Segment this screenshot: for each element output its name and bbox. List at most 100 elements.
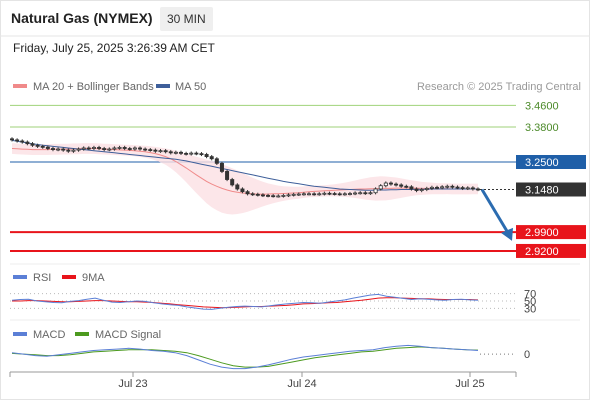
- candle-body: [50, 148, 55, 151]
- candle-body: [337, 193, 342, 196]
- candle-body: [470, 187, 475, 190]
- chart-datetime: Friday, July 25, 2025 3:26:39 AM CET: [13, 41, 215, 55]
- macd-legend-swatch: [13, 332, 27, 336]
- candle-body: [219, 162, 224, 172]
- time-axis-ticks: Jul 23 Jul 24 Jul 25: [118, 372, 485, 390]
- level-label-bg-3.2500: [516, 155, 586, 169]
- candle-body: [240, 188, 245, 193]
- rsi-level-label-30: 30: [524, 303, 536, 315]
- candle-body: [440, 186, 445, 189]
- candle-body: [209, 156, 214, 160]
- rsi-ma-legend-label: 9MA: [82, 272, 105, 284]
- forecast-arrow-shaft: [480, 188, 510, 234]
- candle-body: [97, 147, 102, 149]
- candle-body: [158, 150, 163, 153]
- level-label-bg-3.1480: [516, 182, 586, 197]
- timeframe-badge[interactable]: 30 MIN: [160, 7, 213, 31]
- candle-body: [435, 186, 440, 189]
- candle-body: [153, 149, 158, 152]
- rsi-legend-label: RSI: [33, 272, 51, 284]
- candle-body: [312, 193, 317, 196]
- candle-body: [132, 147, 137, 150]
- level-label-bg-2.9200: [516, 243, 586, 258]
- candle-body: [184, 152, 189, 155]
- candle-body: [45, 146, 50, 149]
- candle-body: [260, 194, 265, 197]
- candle-body: [429, 186, 434, 189]
- candle-body: [317, 193, 322, 196]
- instrument-title: Natural Gas (NYMEX): [11, 10, 153, 26]
- candle-body: [460, 187, 465, 190]
- candle-body: [189, 152, 194, 155]
- level-label-2.9200: 2.9200: [525, 246, 559, 258]
- candle-body: [414, 188, 419, 191]
- candle-body: [122, 147, 127, 149]
- candle-body: [173, 151, 178, 154]
- candle-body: [266, 195, 271, 197]
- candle-body: [15, 139, 20, 142]
- candle-body: [117, 147, 122, 149]
- candle-body: [465, 187, 470, 190]
- candle-body: [307, 193, 312, 196]
- candle-body: [373, 188, 378, 194]
- candle-body: [199, 153, 204, 156]
- rsi-ma-legend-swatch: [62, 275, 76, 279]
- rsi-line: [11, 293, 479, 310]
- time-tick-label-0: Jul 23: [118, 378, 147, 390]
- candle-body: [419, 189, 424, 191]
- ma50-line: [11, 139, 478, 191]
- candle-body: [276, 195, 281, 198]
- candle-body: [358, 192, 363, 195]
- candle-body: [230, 179, 235, 186]
- candle-body: [102, 148, 107, 151]
- candle-body: [409, 186, 414, 190]
- candle-body: [127, 148, 132, 150]
- time-tick-label-1: Jul 24: [287, 378, 316, 390]
- candle-body: [301, 193, 306, 196]
- candle-body: [35, 144, 40, 147]
- candle-body: [66, 149, 71, 152]
- candle-body: [347, 193, 352, 195]
- candle-body: [178, 151, 183, 154]
- candle-body: [204, 154, 209, 158]
- candle-body: [86, 147, 91, 150]
- candle-body: [378, 185, 383, 190]
- ma50-legend-label: MA 50: [175, 81, 206, 93]
- forecast-arrow: [480, 188, 513, 241]
- candle-body: [56, 148, 61, 151]
- candle-body: [394, 183, 399, 186]
- macd-panel: 0: [11, 344, 530, 370]
- rsi-level-label-70: 70: [524, 289, 536, 301]
- candle-body: [163, 150, 168, 153]
- candle-body: [286, 194, 291, 197]
- candle-body: [20, 140, 25, 143]
- candle-body: [71, 149, 76, 152]
- time-tick-label-2: Jul 25: [455, 378, 484, 390]
- candle-body: [255, 193, 260, 196]
- research-credit: Research © 2025 Trading Central: [417, 81, 581, 93]
- candle-body: [61, 148, 66, 151]
- level-label-bg-2.9900: [516, 225, 586, 240]
- candle-body: [322, 192, 327, 195]
- price-levels: [10, 104, 516, 252]
- level-label-3.2500: 3.2500: [525, 157, 559, 169]
- candle-body: [25, 141, 30, 145]
- candle-body: [168, 151, 173, 154]
- candle-body: [281, 195, 286, 197]
- candle-body: [455, 186, 460, 189]
- candle-body: [383, 182, 388, 187]
- candle-body: [450, 185, 455, 188]
- candle-body: [214, 158, 219, 164]
- candle-body: [368, 192, 373, 195]
- candle-body: [245, 191, 250, 195]
- candle-body: [404, 185, 409, 188]
- candle-body: [388, 182, 393, 185]
- candle-body: [342, 193, 347, 196]
- candle-body: [30, 143, 35, 146]
- macd-signal-line: [11, 346, 479, 368]
- rsi-level-label-50: 50: [524, 296, 536, 308]
- macd-signal-legend-swatch: [75, 332, 89, 336]
- level-label-3.3800: 3.3800: [525, 122, 559, 134]
- macd-line: [11, 344, 479, 370]
